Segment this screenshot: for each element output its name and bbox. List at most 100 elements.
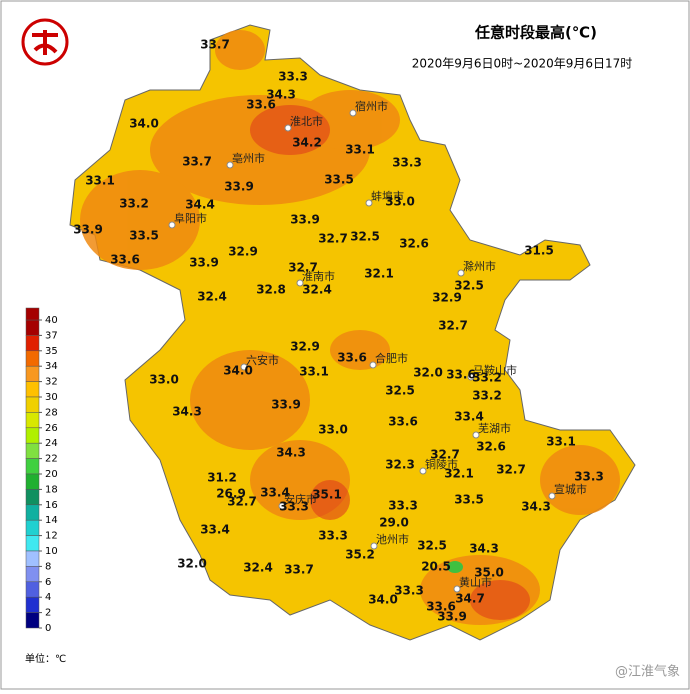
city-name: 芜湖市 (478, 421, 511, 435)
legend-tick-label: 20 (45, 469, 58, 480)
temperature: 33.7 (200, 38, 230, 52)
temperature: 32.0 (413, 366, 443, 380)
temperature: 34.7 (455, 592, 485, 606)
temperature: 33.6 (337, 351, 367, 365)
temperature: 34.0 (223, 364, 253, 378)
city-marker (168, 221, 176, 229)
temperature: 33.4 (454, 410, 484, 424)
temperature: 35.2 (345, 548, 375, 562)
legend-tick-label: 30 (45, 392, 58, 403)
legend-tick-label: 40 (45, 315, 58, 326)
temperature: 32.7 (430, 448, 460, 462)
legend-swatch (25, 442, 40, 459)
legend-tick-label: 34 (45, 361, 58, 372)
temperature: 32.5 (385, 384, 415, 398)
legend-tick-label: 22 (45, 454, 58, 465)
city-name: 滁州市 (463, 259, 496, 273)
legend-tick-label: 8 (45, 561, 51, 572)
title: 任意时段最高(℃) (474, 24, 597, 42)
legend-swatch (25, 489, 40, 506)
temperature: 33.1 (299, 365, 329, 379)
temperature: 33.9 (290, 213, 320, 227)
temperature: 35.0 (474, 566, 504, 580)
temperature: 33.3 (574, 470, 604, 484)
city-name: 淮南市 (302, 269, 335, 283)
city-marker (284, 124, 292, 132)
legend-swatch (25, 396, 40, 413)
temperature: 33.2 (472, 389, 502, 403)
temperature: 33.6 (388, 415, 418, 429)
city-name: 阜阳市 (174, 211, 207, 225)
temperature: 32.1 (364, 267, 394, 281)
temperature: 29.0 (379, 516, 409, 530)
temperature: 32.4 (243, 561, 273, 575)
temperature: 33.2 (119, 197, 149, 211)
legend-tick-label: 37 (45, 330, 58, 341)
legend-tick-label: 6 (45, 577, 51, 588)
temperature: 32.6 (399, 237, 429, 251)
city-name: 池州市 (376, 532, 409, 546)
temperature: 33.3 (279, 500, 309, 514)
unit: 单位：℃ (25, 652, 66, 665)
legend-swatch (25, 427, 40, 444)
temperature: 32.8 (256, 283, 286, 297)
temperature: 33.0 (318, 423, 348, 437)
temperature: 32.5 (454, 279, 484, 293)
temperature: 33.9 (271, 398, 301, 412)
city-marker (457, 269, 465, 277)
city-marker (472, 431, 480, 439)
legend-tick-label: 14 (45, 515, 58, 526)
legend-tick-label: 24 (45, 438, 58, 449)
logo-mark (32, 30, 58, 55)
city-name: 宣城市 (554, 482, 587, 496)
temperature: 33.3 (278, 70, 308, 84)
city-name: 蚌埠市 (371, 189, 404, 203)
temperature: 33.2 (472, 371, 502, 385)
temperature: 33.4 (200, 523, 230, 537)
temperature: 20.5 (421, 560, 451, 574)
legend-swatch (25, 504, 40, 521)
legend-tick-label: 28 (45, 407, 58, 418)
legend-cap (25, 307, 40, 321)
temperature: 33.3 (388, 499, 418, 513)
temperature: 33.1 (546, 435, 576, 449)
temperature: 34.3 (172, 405, 202, 419)
city-marker (349, 109, 357, 117)
legend-tick-label: 0 (45, 623, 51, 634)
temperature: 32.9 (290, 340, 320, 354)
temperature: 33.4 (260, 486, 290, 500)
legend-tick-label: 35 (45, 346, 58, 357)
city-name: 淮北市 (290, 114, 323, 128)
temperature: 31.5 (524, 244, 554, 258)
temperature: 34.0 (368, 593, 398, 607)
temperature: 32.9 (432, 291, 462, 305)
temperature: 33.3 (392, 156, 422, 170)
legend-tick-label: 10 (45, 546, 58, 557)
temperature: 33.9 (437, 610, 467, 624)
temperature: 33.1 (85, 174, 115, 188)
temperature: 32.9 (228, 245, 258, 259)
city-marker (370, 542, 378, 550)
watermark: @江淮气象 (615, 664, 680, 680)
temperature: 32.7 (227, 495, 257, 509)
temperature: 33.9 (73, 223, 103, 237)
legend-swatch (25, 365, 40, 382)
temperature: 32.4 (197, 290, 227, 304)
temperature: 33.1 (345, 143, 375, 157)
legend-tick-label: 4 (45, 592, 51, 603)
temperature: 32.4 (302, 283, 332, 297)
legend-swatch (25, 473, 40, 490)
city-name: 马鞍山市 (473, 363, 517, 377)
legend-swatch (25, 566, 40, 583)
temperature: 32.7 (288, 261, 318, 275)
city-marker (240, 363, 248, 371)
temperature: 34.2 (292, 136, 322, 150)
temperature: 32.7 (318, 232, 348, 246)
subtitle: 2020年9月6日0时~2020年9月6日17时 (412, 57, 633, 71)
temperature: 33.9 (189, 256, 219, 270)
city-name: 铜陵市 (425, 457, 458, 471)
legend-swatch (25, 412, 40, 429)
temperature: 32.6 (476, 440, 506, 454)
legend-swatch (25, 519, 40, 536)
